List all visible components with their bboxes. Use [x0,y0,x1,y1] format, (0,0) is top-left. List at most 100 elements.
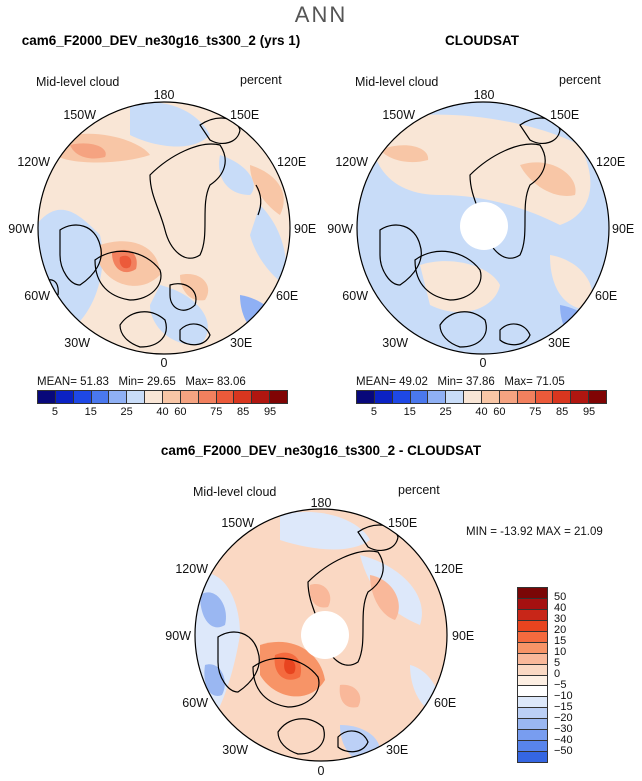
colorbar-swatch [127,391,146,403]
colorbar-tick-label: 5 [554,657,561,669]
panel2-lon-180: 180 [474,88,495,102]
panel3-lon-90w: 90W [165,629,191,643]
colorbar-tick-label: 85 [237,406,250,418]
colorbar-swatch [518,588,547,599]
colorbar-tick-label: 30 [554,613,567,625]
panel2-lon-30w: 30W [382,336,408,350]
colorbar-swatch [55,391,74,403]
colorbar-swatch [518,730,547,742]
colorbar-swatch [518,609,547,621]
colorbar-swatch [518,719,547,731]
panel3-lon-180: 180 [311,496,332,510]
panel1-lon-180: 180 [154,88,175,102]
panel1-lon-60w: 60W [24,289,50,303]
panel3-title: cam6_F2000_DEV_ne30g16_ts300_2 - CLOUDSA… [160,443,482,458]
panel1-mean-value: 51.83 [80,376,109,388]
colorbar-tick-label: 75 [529,406,542,418]
panel3-lon-30w: 30W [222,743,248,757]
colorbar-swatch [464,391,483,403]
panel2-title: CLOUDSAT [445,33,519,48]
panel1-lon-0: 0 [161,356,168,370]
panel1-lon-30w: 30W [64,336,90,350]
colorbar-swatch [216,391,235,403]
panel2-lon-150e: 150E [550,108,579,122]
colorbar-tick-label: 95 [582,406,596,418]
colorbar-tick-label: 15 [554,635,567,647]
panel2-colorbar-ticks: 5 15 25 40 60 75 85 95 [356,406,607,420]
colorbar-swatch [109,391,128,403]
colorbar-tick-label: 75 [210,406,223,418]
panel2-lon-60w: 60W [342,289,368,303]
colorbar-swatch [518,664,547,676]
colorbar-tick-label: −50 [554,745,573,757]
panel2-variable-label: Mid-level cloud [355,75,439,89]
colorbar-tick-label: 40 [554,602,567,614]
panel1-max-value: 83.06 [217,376,246,388]
colorbar-swatch [428,391,447,403]
panel3-lon-150e: 150E [388,516,417,530]
panel2-lon-0: 0 [480,356,487,370]
panel1-variable-label: Mid-level cloud [36,75,120,89]
panel2-lon-150w: 150W [382,108,415,122]
colorbar-tick-label: −5 [554,679,567,691]
colorbar-tick-label: 25 [439,406,452,418]
panel1-title: cam6_F2000_DEV_ne30g16_ts300_2 (yrs 1) [21,33,301,48]
panel1-lon-90e: 90E [294,222,316,236]
panel1-units-label: percent [240,73,282,87]
panel1-lon-150e: 150E [230,108,259,122]
colorbar-swatch [38,391,56,403]
panel3-lon-90e: 90E [452,629,474,643]
colorbar-tick-label: −40 [554,734,573,746]
colorbar-tick-label: −20 [554,712,573,724]
panel3-map: 180 150E 120E 90E 60E 30E 0 30W 60W 90W … [165,496,474,778]
colorbar-swatch [589,391,607,403]
panel2-units-label: percent [559,73,601,87]
colorbar-swatch [270,391,288,403]
panel2-lon-30e: 30E [548,336,570,350]
colorbar-tick-label: 25 [120,406,133,418]
panel1-colorbar-ticks: 5 15 25 40 60 75 85 95 [37,406,288,420]
colorbar-swatch [518,752,547,762]
panel1-map: 180 150E 120E 90E 60E 30E 0 30W 60W 90W … [8,88,316,370]
colorbar-swatch [392,391,411,403]
colorbar-swatch [410,391,429,403]
colorbar-tick-label: 40 [156,406,169,418]
panel2-lon-120e: 120E [596,155,625,169]
colorbar-swatch [73,391,92,403]
panel2-colorbar [356,390,607,404]
colorbar-tick-label: 0 [554,668,561,680]
panel3-stats: MIN = -13.92 MAX = 21.09 [466,526,603,538]
colorbar-swatch [553,391,572,403]
panel3-units-label: percent [398,483,440,497]
colorbar-swatch [91,391,110,403]
colorbar-swatch [518,620,547,632]
colorbar-swatch [535,391,554,403]
panel3-lon-60e: 60E [434,696,456,710]
panel1-colorbar [37,390,288,404]
colorbar-swatch [374,391,393,403]
panel2-min-value: 37.86 [465,376,495,388]
colorbar-swatch [145,391,164,403]
colorbar-tick-label: 5 [370,406,377,418]
panel1-lon-150w: 150W [63,108,96,122]
colorbar-tick-label: 50 [554,591,567,603]
colorbar-swatch [517,391,536,403]
colorbar-swatch [198,391,217,403]
colorbar-swatch [180,391,199,403]
colorbar-tick-label: −30 [554,723,573,735]
colorbar-swatch [482,391,500,403]
panel1-lon-30e: 30E [230,336,252,350]
colorbar-tick-label: 40 [475,406,488,418]
panel3-lon-30e: 30E [386,743,408,757]
colorbar-swatch [357,391,375,403]
panel3-lon-150w: 150W [221,516,254,530]
colorbar-swatch [518,686,547,698]
panel1-lon-120e: 120E [277,155,306,169]
colorbar-swatch [518,675,547,687]
colorbar-tick-label: −10 [554,690,573,702]
colorbar-swatch [499,391,518,403]
panel3-lon-0: 0 [318,764,325,778]
panel3-lon-120w: 120W [175,562,208,576]
colorbar-tick-label: 60 [493,406,506,418]
panel1-lon-90w: 90W [8,222,34,236]
